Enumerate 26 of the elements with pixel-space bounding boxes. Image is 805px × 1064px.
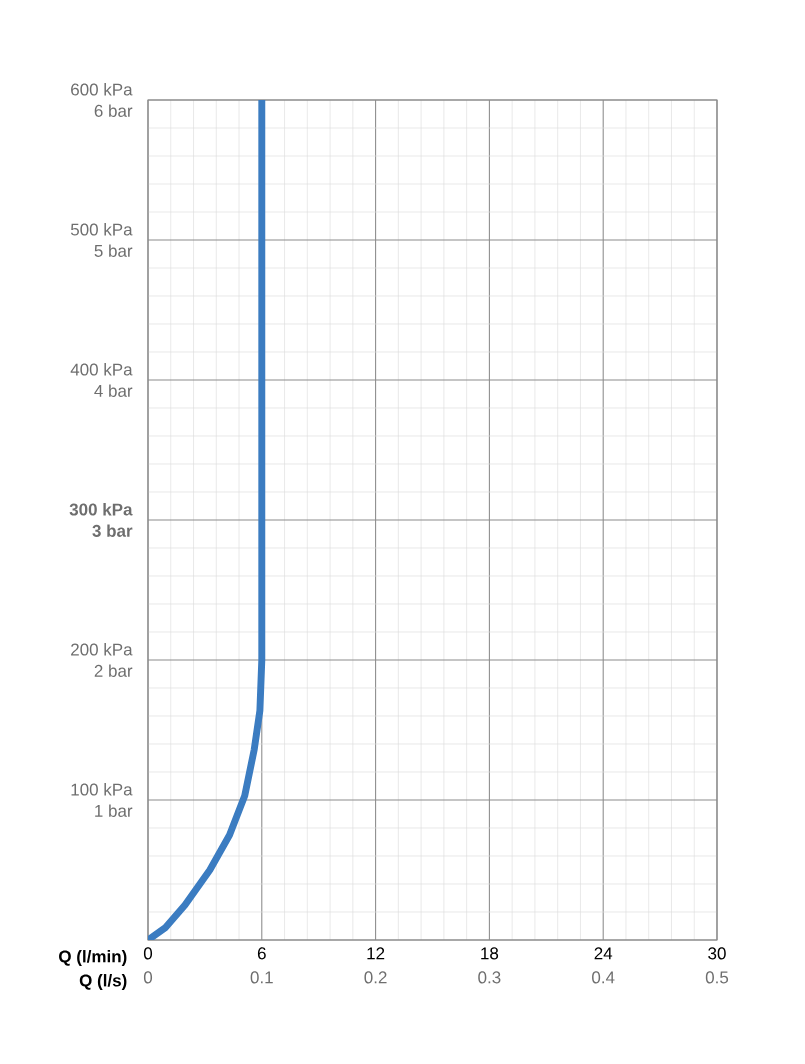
y-tick-label: 600 kPa [71,83,133,96]
x-axis-title: Q (l/min) [59,950,127,966]
y-tick-label: 200 kPa [71,643,133,656]
x2-tick-label: 0.3 [478,971,501,984]
x2-tick-label: 0.2 [364,971,387,984]
y2-tick-label: 1 bar [95,804,133,817]
y2-tick-label: 6 bar [94,104,133,117]
x2-tick-label: 0.4 [592,971,615,984]
x-tick-label: 6 [257,947,266,960]
y-tick-label: 400 kPa [70,363,133,376]
x-tick-label: 18 [481,947,499,960]
x2-tick-label: 0.1 [250,971,273,984]
x2-tick-label: 0 [143,971,153,984]
y-tick-label: 300 kPa [69,503,133,516]
x-tick-label: 0 [143,947,153,960]
x-tick-label: 24 [594,947,613,960]
x-tick-label: 30 [708,947,726,960]
y2-tick-label: 3 bar [92,524,133,537]
x2-axis-title: Q (l/s) [79,974,127,990]
y-tick-label: 100 kPa [71,783,133,796]
x-tick-label: 12 [367,947,385,960]
y2-tick-label: 5 bar [94,244,133,257]
y-tick-label: 500 kPa [70,223,133,236]
y2-tick-label: 2 bar [94,664,133,677]
x2-tick-label: 0.5 [705,971,729,984]
y2-tick-label: 4 bar [94,384,133,397]
